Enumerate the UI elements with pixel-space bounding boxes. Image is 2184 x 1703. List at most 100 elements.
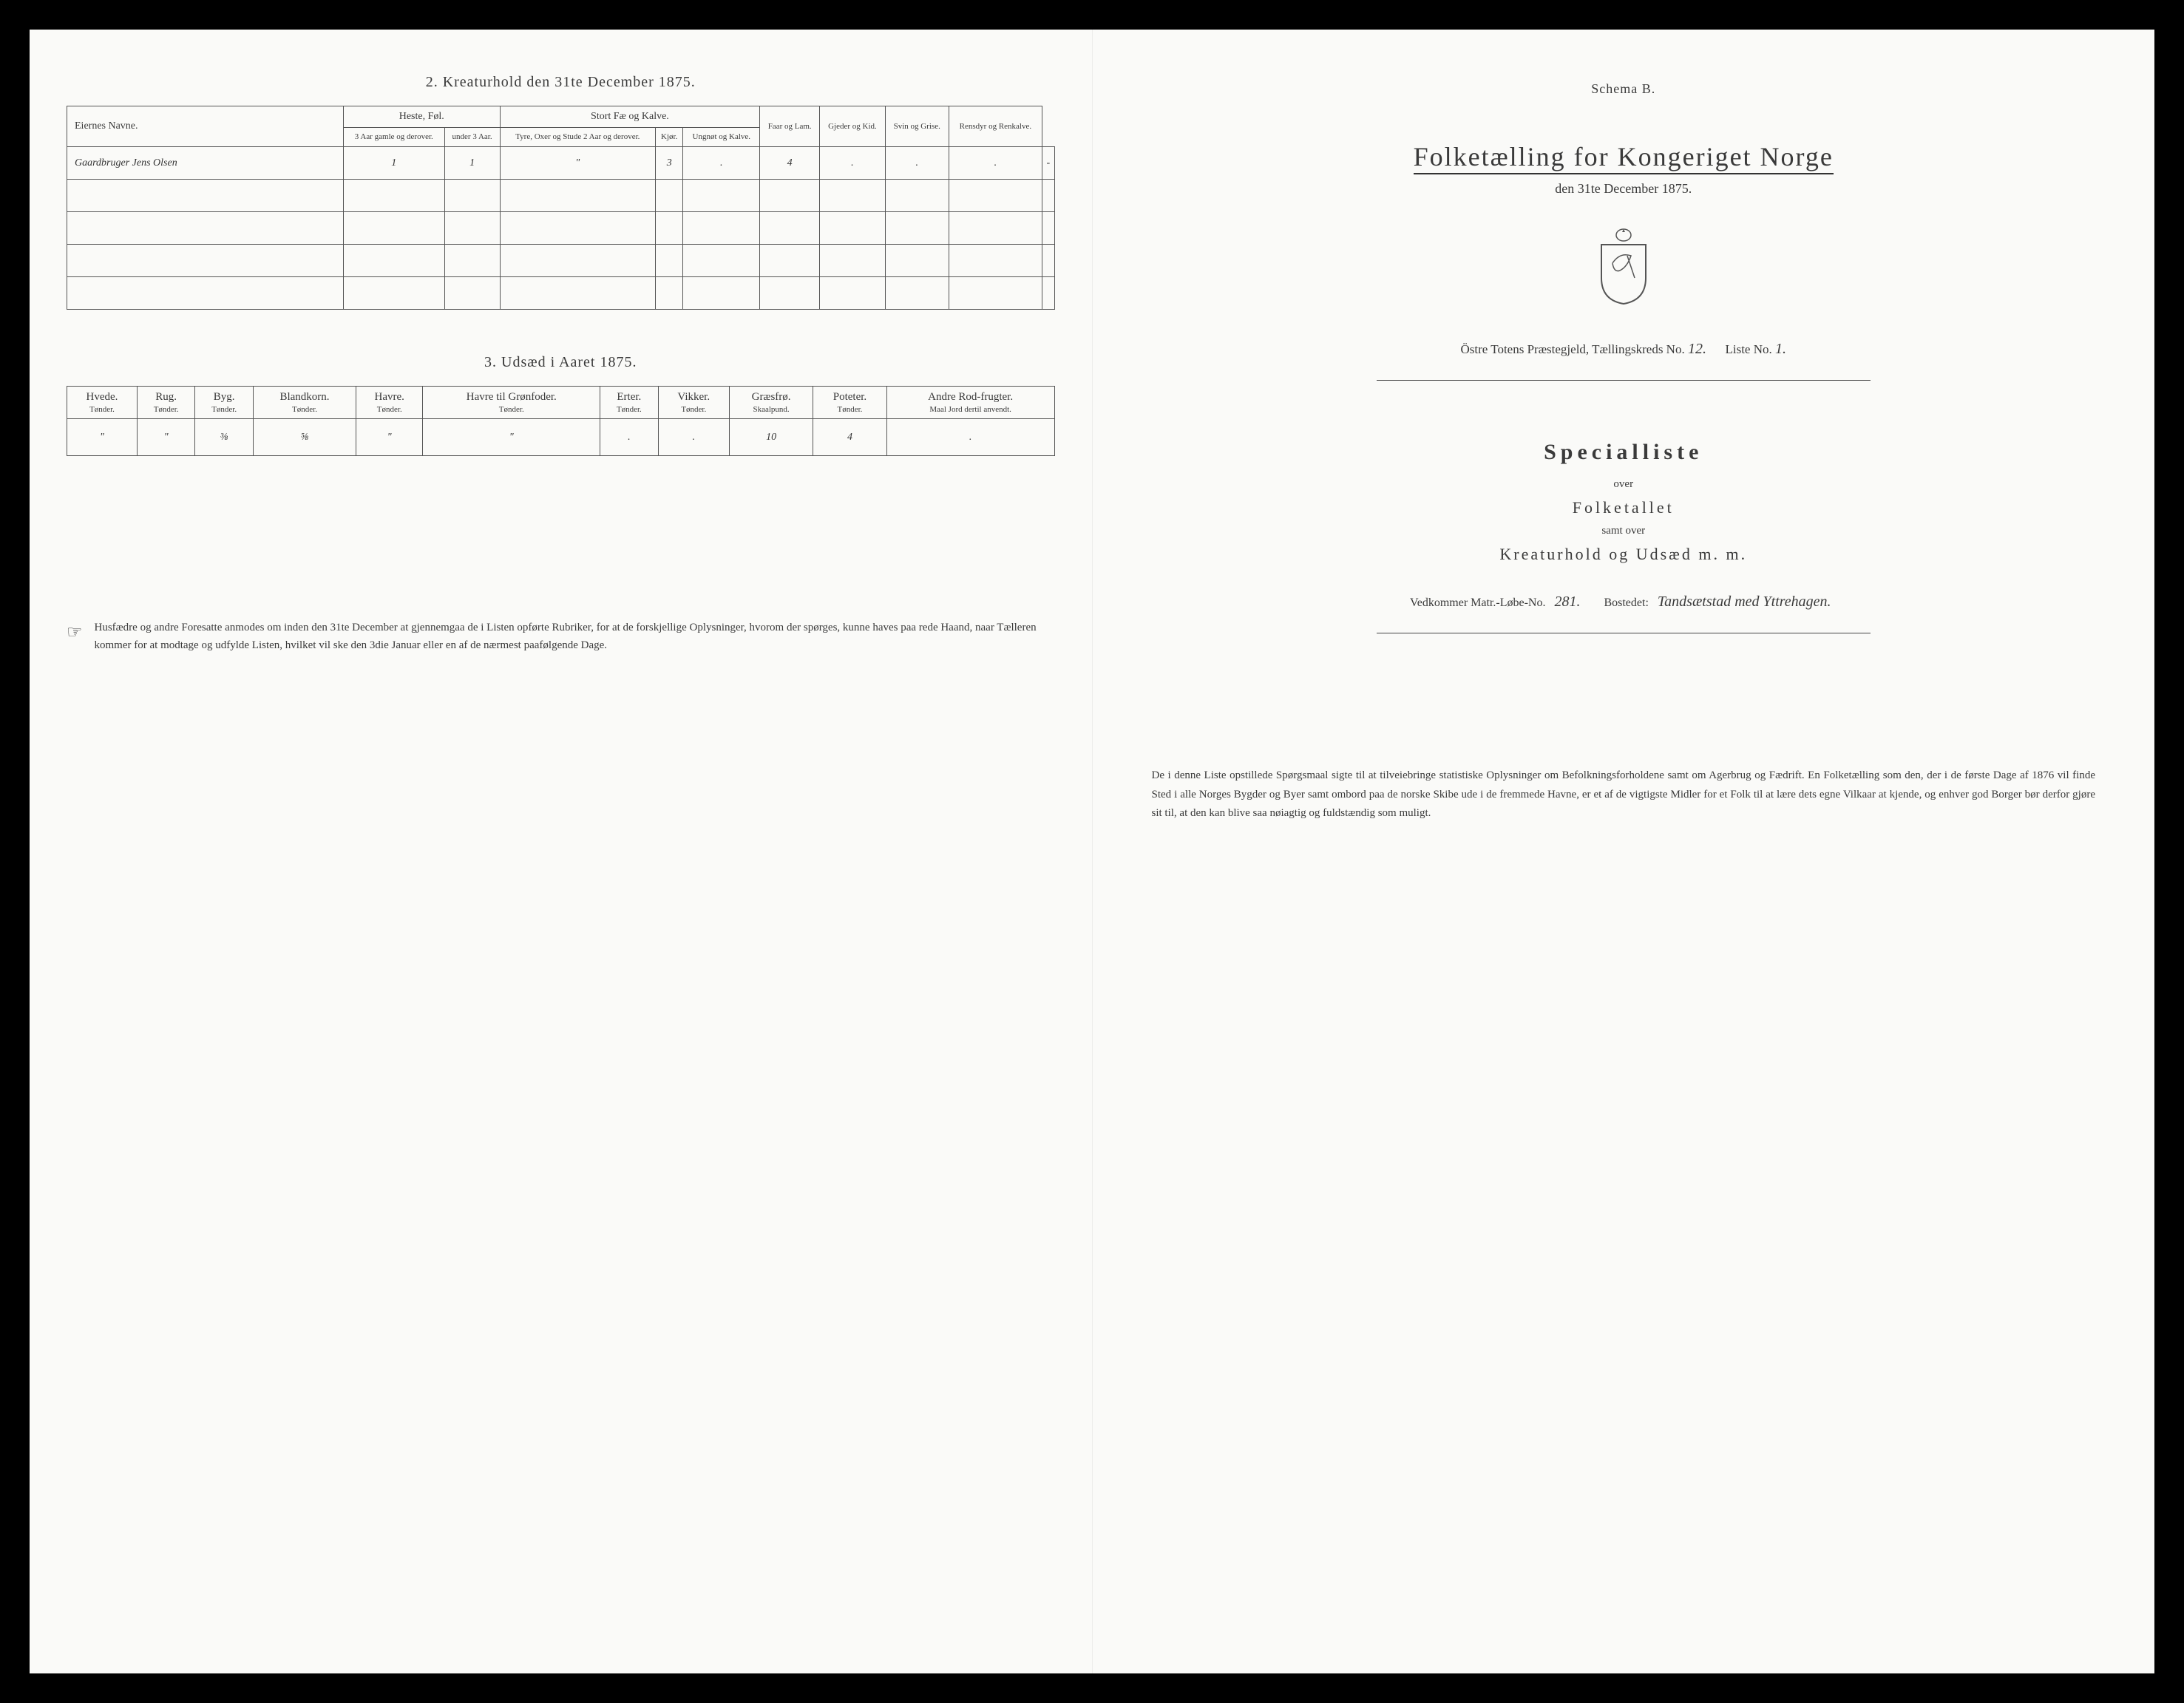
cell-value xyxy=(343,277,444,310)
district-prefix: Östre Totens Præstegjeld, Tællingskreds … xyxy=(1460,342,1684,356)
section2-title: 2. Kreaturhold den 31te December 1875. xyxy=(67,74,1055,91)
cell-value xyxy=(949,277,1042,310)
cell-value xyxy=(656,245,683,277)
cell-value xyxy=(760,245,820,277)
udsaed-col: Poteter.Tønder. xyxy=(813,387,887,419)
udsaed-col: Havre.Tønder. xyxy=(356,387,423,419)
colgroup-stort: Stort Fæ og Kalve. xyxy=(500,106,760,128)
udsaed-col: Hvede.Tønder. xyxy=(67,387,138,419)
left-footnote-text: Husfædre og andre Foresatte anmodes om i… xyxy=(95,619,1055,654)
cell-value: 4 xyxy=(760,147,820,180)
udsaed-table: Hvede.Tønder.Rug.Tønder.Byg.Tønder.Bland… xyxy=(67,386,1055,456)
district-line: Östre Totens Præstegjeld, Tællingskreds … xyxy=(1130,341,2118,358)
cell-eier: Gaardbruger Jens Olsen xyxy=(67,147,344,180)
table-row xyxy=(67,180,1055,212)
cell-value xyxy=(820,277,886,310)
specialliste-heading: Specialliste xyxy=(1130,440,2118,465)
district-no: 12. xyxy=(1688,341,1706,357)
main-title: Folketælling for Kongeriget Norge xyxy=(1130,141,2118,172)
col-rensdyr: Rensdyr og Renkalve. xyxy=(949,106,1042,147)
kreatur-table: Eiernes Navne. Heste, Føl. Stort Fæ og K… xyxy=(67,106,1055,310)
cell-value: - xyxy=(1042,147,1054,180)
udsaed-col: Havre til Grønfoder.Tønder. xyxy=(423,387,600,419)
cell-value: . xyxy=(949,147,1042,180)
cell-value xyxy=(444,245,500,277)
specialliste-block: Specialliste over Folketallet samt over … xyxy=(1130,440,2118,564)
liste-no: 1. xyxy=(1775,341,1786,357)
bostedet-prefix: Bostedet: xyxy=(1604,596,1648,609)
col-heste-a: 3 Aar gamle og derover. xyxy=(343,128,444,147)
liste-prefix: Liste No. xyxy=(1725,342,1771,356)
document-spread: 2. Kreaturhold den 31te December 1875. E… xyxy=(30,30,2154,1673)
divider xyxy=(1377,380,1871,381)
cell-eier xyxy=(67,180,344,212)
cell-value xyxy=(683,180,760,212)
udsaed-cell: " xyxy=(67,419,138,456)
udsaed-col: Græsfrø.Skaalpund. xyxy=(729,387,813,419)
cell-value xyxy=(1042,245,1054,277)
udsaed-cell: " xyxy=(423,419,600,456)
cell-value xyxy=(656,212,683,245)
schema-label: Schema B. xyxy=(1130,81,2118,97)
cell-value xyxy=(500,180,656,212)
udsaed-col: Byg.Tønder. xyxy=(195,387,254,419)
bostedet-value: Tandsætstad med Yttrehagen. xyxy=(1658,594,1831,610)
table-row xyxy=(67,277,1055,310)
col-heste-b: under 3 Aar. xyxy=(444,128,500,147)
right-page: Schema B. Folketælling for Kongeriget No… xyxy=(1093,30,2155,1673)
vedkommer-prefix: Vedkommer Matr.-Løbe-No. xyxy=(1410,596,1546,609)
left-page: 2. Kreaturhold den 31te December 1875. E… xyxy=(30,30,1093,1673)
kreatur-heading: Kreaturhold og Udsæd m. m. xyxy=(1130,545,2118,564)
cell-value xyxy=(444,212,500,245)
col-gjeder: Gjeder og Kid. xyxy=(820,106,886,147)
over-text: over xyxy=(1130,478,2118,491)
udsaed-cell: " xyxy=(137,419,195,456)
matr-no: 281. xyxy=(1554,594,1580,610)
cell-value xyxy=(444,277,500,310)
udsaed-col: Andre Rod-frugter.Maal Jord dertil anven… xyxy=(886,387,1054,419)
cell-value xyxy=(343,180,444,212)
table-row xyxy=(67,245,1055,277)
cell-value xyxy=(656,180,683,212)
cell-value: 1 xyxy=(343,147,444,180)
folketallet-heading: Folketallet xyxy=(1130,498,2118,517)
col-svin: Svin og Grise. xyxy=(885,106,949,147)
cell-value xyxy=(343,212,444,245)
cell-value xyxy=(885,277,949,310)
udsaed-head-row: Hvede.Tønder.Rug.Tønder.Byg.Tønder.Bland… xyxy=(67,387,1055,419)
udsaed-cell: " xyxy=(356,419,423,456)
cell-value xyxy=(656,277,683,310)
udsaed-col: Vikker.Tønder. xyxy=(658,387,729,419)
coat-of-arms-icon xyxy=(1130,226,2118,311)
col-eier: Eiernes Navne. xyxy=(67,106,344,147)
cell-eier xyxy=(67,245,344,277)
cell-value xyxy=(444,180,500,212)
cell-value xyxy=(343,245,444,277)
cell-value xyxy=(820,212,886,245)
cell-value xyxy=(885,245,949,277)
udsaed-col: Blandkorn.Tønder. xyxy=(253,387,356,419)
cell-value xyxy=(683,245,760,277)
udsaed-cell: 4 xyxy=(813,419,887,456)
cell-value xyxy=(1042,212,1054,245)
cell-value xyxy=(1042,180,1054,212)
cell-value xyxy=(949,245,1042,277)
cell-value: 3 xyxy=(656,147,683,180)
cell-eier xyxy=(67,277,344,310)
cell-value xyxy=(760,277,820,310)
colgroup-heste: Heste, Føl. xyxy=(343,106,500,128)
udsaed-cell: . xyxy=(658,419,729,456)
cell-value xyxy=(885,212,949,245)
cell-eier xyxy=(67,212,344,245)
udsaed-cell: . xyxy=(600,419,659,456)
cell-value: . xyxy=(683,147,760,180)
col-stort-c: Ungnøt og Kalve. xyxy=(683,128,760,147)
samt-over-text: samt over xyxy=(1130,525,2118,537)
sub-date: den 31te December 1875. xyxy=(1130,181,2118,197)
cell-value: . xyxy=(885,147,949,180)
udsaed-cell: 10 xyxy=(729,419,813,456)
cell-value xyxy=(760,180,820,212)
col-stort-a: Tyre, Oxer og Stude 2 Aar og derover. xyxy=(500,128,656,147)
udsaed-data-row: ""⅜⅝""..104. xyxy=(67,419,1055,456)
table-row xyxy=(67,212,1055,245)
